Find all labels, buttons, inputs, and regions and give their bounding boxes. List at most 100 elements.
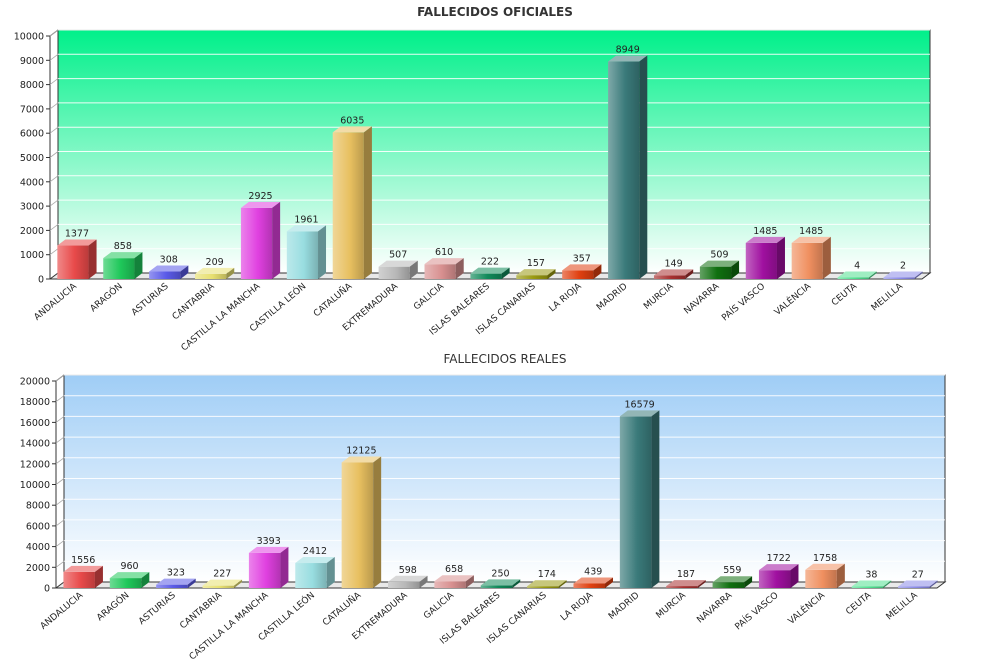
bar[interactable] (898, 580, 938, 589)
bar-side (593, 264, 602, 279)
bar[interactable] (791, 236, 831, 279)
bar-side (455, 258, 464, 279)
bar[interactable] (516, 269, 556, 279)
bar[interactable] (434, 575, 474, 588)
bar[interactable] (248, 546, 289, 588)
bar[interactable] (470, 267, 510, 279)
data-label: 3393 (257, 536, 281, 547)
y-tick-label: 6000 (20, 129, 44, 140)
bar[interactable] (573, 577, 614, 588)
y-tick-label: 18000 (20, 397, 50, 408)
bar-side (685, 269, 694, 279)
bar[interactable] (562, 264, 602, 279)
bar[interactable] (341, 456, 382, 588)
bar[interactable] (332, 126, 372, 279)
data-label: 658 (445, 564, 463, 575)
data-label: 1485 (799, 226, 823, 237)
bar[interactable] (745, 236, 785, 279)
bar-front (805, 569, 837, 588)
bar-top (712, 576, 753, 583)
bar-side (272, 201, 281, 279)
bar-top (240, 201, 281, 208)
bar[interactable] (286, 225, 327, 279)
y-tick-label: 16000 (20, 418, 50, 429)
bar-top (562, 264, 602, 271)
x-tick-label: MADRID (595, 282, 630, 313)
bar-side (697, 580, 706, 588)
bar[interactable] (758, 564, 799, 588)
bar-top (202, 579, 243, 586)
bar-top (248, 546, 289, 553)
bar[interactable] (63, 565, 103, 588)
bar[interactable] (424, 258, 464, 279)
bar-top (149, 265, 189, 272)
bar-side (234, 579, 243, 588)
bar[interactable] (712, 576, 753, 588)
bar[interactable] (837, 271, 877, 280)
bar[interactable] (527, 580, 567, 588)
bar-side (883, 580, 892, 588)
bar-top (851, 580, 892, 587)
y-tick-label: 12000 (20, 459, 50, 470)
bar[interactable] (57, 239, 97, 279)
x-tick-label: ARAGÓN (94, 589, 131, 623)
data-label: 149 (665, 258, 683, 269)
bar[interactable] (851, 580, 892, 589)
bar-side (651, 410, 660, 588)
bar[interactable] (156, 578, 196, 588)
bar[interactable] (883, 271, 923, 280)
bar-front (156, 584, 188, 588)
bar-front (883, 277, 915, 279)
bar[interactable] (666, 580, 706, 588)
bar[interactable] (378, 260, 418, 279)
bar[interactable] (195, 267, 235, 279)
bar[interactable] (149, 265, 189, 279)
bar-top (805, 563, 845, 570)
bar[interactable] (295, 557, 335, 588)
bar-side (929, 580, 938, 588)
bar-front (195, 273, 227, 279)
bar[interactable] (202, 579, 243, 588)
y-tick-label: 14000 (20, 439, 50, 450)
bar-front (387, 581, 420, 588)
bar-front (562, 270, 594, 279)
x-tick-label: GALICIA (422, 590, 457, 621)
bar-top (103, 252, 143, 259)
bar-top (470, 267, 510, 274)
bar[interactable] (387, 575, 428, 588)
bar-top (295, 557, 335, 564)
bar-top (341, 456, 382, 463)
bar-side (868, 271, 877, 279)
bar[interactable] (619, 410, 660, 588)
data-label: 1961 (294, 214, 318, 225)
bar[interactable] (805, 563, 845, 588)
bar[interactable] (240, 201, 281, 279)
bar[interactable] (699, 260, 740, 279)
bar-front (712, 582, 745, 588)
bar-side (465, 575, 474, 588)
bar-side (547, 269, 556, 279)
y-tick-label: 8000 (20, 80, 44, 91)
bar[interactable] (653, 269, 694, 279)
bar[interactable] (480, 579, 521, 588)
x-tick-label: ARAGÓN (87, 280, 124, 314)
data-label: 559 (723, 565, 741, 576)
y-tick-label: 20000 (20, 377, 50, 388)
bar-side (326, 557, 335, 588)
x-tick-label: LA RIOJA (547, 281, 584, 314)
y-tick-label: 10000 (20, 480, 50, 491)
bar[interactable] (109, 572, 150, 588)
bar[interactable] (103, 252, 143, 279)
x-tick-label: ANDALUCIA (33, 281, 80, 323)
bar-top (758, 564, 799, 571)
chart-fallecidos-reales: FALLECIDOS REALES 0 2000 4000 6000 8000 10000… (20, 352, 947, 662)
bar[interactable] (608, 55, 648, 279)
y-tick-label: 4000 (20, 177, 44, 188)
data-label: 250 (491, 568, 509, 579)
y-tick-label: 2000 (20, 226, 44, 237)
bar-side (180, 265, 189, 279)
x-tick-label: VALÈNCIA (785, 589, 827, 627)
x-tick-label: MADRID (607, 591, 642, 622)
bar-side (776, 236, 785, 279)
data-label: 227 (213, 569, 231, 580)
